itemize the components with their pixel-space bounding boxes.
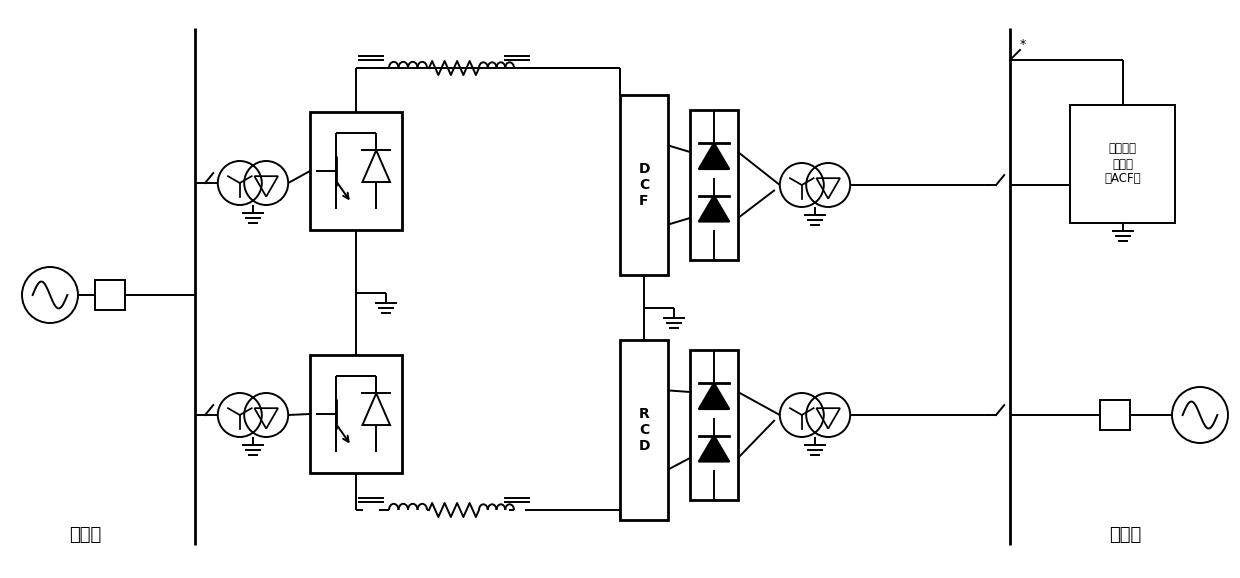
Bar <box>310 112 402 230</box>
Text: *: * <box>1021 38 1027 51</box>
Bar <box>95 280 125 310</box>
Polygon shape <box>698 435 729 462</box>
Polygon shape <box>698 195 729 221</box>
Bar <box>689 350 738 500</box>
Bar <box>620 95 668 275</box>
Bar <box>1070 105 1176 223</box>
Text: R
C
D: R C D <box>639 407 650 453</box>
Polygon shape <box>698 383 729 409</box>
Bar <box>620 340 668 520</box>
Text: D
C
F: D C F <box>639 162 650 208</box>
Bar <box>689 110 738 260</box>
Text: 整流站: 整流站 <box>69 526 102 544</box>
Bar <box>1100 400 1130 430</box>
Polygon shape <box>698 143 729 169</box>
Text: 逆变站: 逆变站 <box>1109 526 1141 544</box>
Text: 无功，滤
波元件
（ACF）: 无功，滤 波元件 （ACF） <box>1104 143 1141 186</box>
Bar <box>310 355 402 473</box>
